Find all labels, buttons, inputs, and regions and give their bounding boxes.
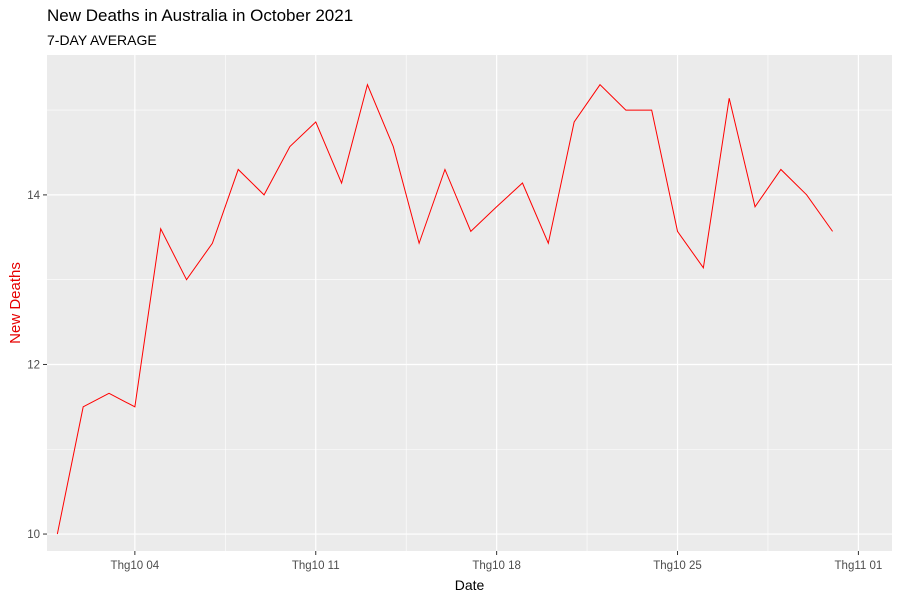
x-tick-label: Thg10 11 xyxy=(292,560,340,572)
plot-panel xyxy=(47,55,892,551)
y-tick-label: 10 xyxy=(27,529,40,541)
series-line xyxy=(56,83,833,535)
x-tick-label: Thg10 25 xyxy=(653,560,702,572)
y-axis-title: New Deaths xyxy=(7,262,24,344)
grid-minor xyxy=(47,55,892,551)
x-axis-title: Date xyxy=(455,577,485,593)
x-tick-label: Thg11 01 xyxy=(835,560,883,572)
axis-ticks: Thg10 04 Thg10 11 Thg10 18 Thg10 25 Thg11 01… xyxy=(27,190,882,572)
chart-subtitle: 7-DAY AVERAGE xyxy=(47,32,157,48)
y-tick-label: 12 xyxy=(27,359,40,371)
grid-major xyxy=(47,55,892,551)
series-layer xyxy=(56,83,833,535)
y-tick-label: 14 xyxy=(27,190,40,202)
chart-title: New Deaths in Australia in October 2021 xyxy=(47,6,354,25)
x-tick-label: Thg10 04 xyxy=(111,560,160,572)
x-tick-label: Thg10 18 xyxy=(472,560,521,572)
